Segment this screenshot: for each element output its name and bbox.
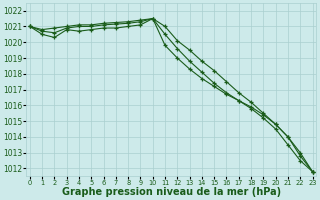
X-axis label: Graphe pression niveau de la mer (hPa): Graphe pression niveau de la mer (hPa): [62, 187, 281, 197]
